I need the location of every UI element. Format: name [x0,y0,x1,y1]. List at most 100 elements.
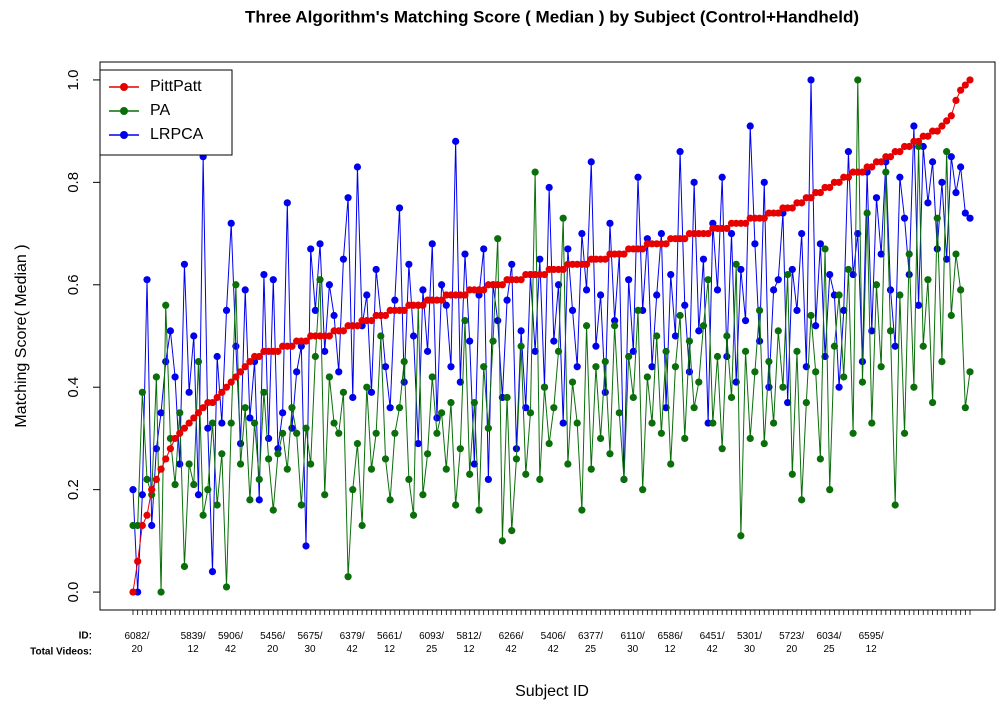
data-point [938,358,946,366]
data-point [400,306,408,314]
data-point [601,255,609,263]
data-point [798,496,806,504]
data-point [704,229,712,238]
data-point [886,286,895,294]
data-point [681,301,689,309]
data-point [349,393,357,402]
data-point [208,419,217,427]
data-point [952,96,960,105]
data-point [283,465,291,473]
legend-marker [120,131,128,139]
data-point [461,250,469,258]
data-point [957,286,965,294]
data-point [662,347,670,355]
data-point [723,352,731,361]
legend-label: PittPatt [150,78,202,95]
data-point [405,475,413,484]
data-point [470,460,478,468]
data-point [222,306,231,314]
data-point [807,194,815,202]
data-point [741,347,750,355]
data-point [423,347,432,355]
data-point [190,480,198,489]
data-point [648,363,656,371]
data-point [512,455,521,463]
data-point [788,204,796,212]
data-point [900,214,909,222]
x-tick-label: 5406/42 [541,631,566,655]
data-point [966,368,974,376]
data-point [564,245,572,253]
data-point [592,342,600,350]
data-point [152,373,160,381]
data-point [947,112,955,120]
data-point [788,265,796,274]
data-point [835,178,843,186]
data-point [620,250,628,258]
data-point [952,188,960,197]
data-point [526,409,535,417]
series-line [133,79,971,593]
data-point [723,224,731,233]
data-point [564,460,572,468]
data-point [704,276,712,284]
data-point [428,240,436,248]
data-point [297,342,305,350]
data-point [143,475,151,484]
data-point [199,404,207,412]
data-point [447,398,455,407]
data-point [288,404,296,412]
x-tick-label: 5906/42 [218,631,243,655]
data-point [713,286,722,294]
data-point [419,301,427,309]
data-point [910,383,918,391]
data-point [265,434,273,443]
plot-frame [99,61,996,611]
data-point [849,429,857,437]
data-point [409,511,418,519]
data-point [816,188,824,197]
data-point [433,429,441,437]
data-point [653,291,661,299]
x-tick-label: 6595/12 [859,631,884,655]
data-point [793,347,801,355]
data-point [316,276,324,284]
data-point [335,368,343,376]
data-point [166,445,175,453]
data-point [255,496,263,504]
data-point [466,470,474,478]
data-point [938,122,946,130]
y-tick-label: 0.4 [65,377,82,398]
data-point [914,301,923,309]
data-point [213,393,221,402]
data-point [208,567,217,576]
data-point [611,317,619,325]
data-point [241,363,249,371]
data-point [961,404,969,412]
data-point [957,163,965,171]
x-tick-label: 6034/25 [817,631,842,655]
data-point [339,255,348,263]
data-point [914,137,923,145]
data-point [933,214,941,222]
data-point [148,486,156,494]
data-point [751,240,759,248]
data-point [316,240,324,248]
data-point [498,537,507,545]
data-point [928,398,937,407]
chart-title: Three Algorithm's Matching Score ( Media… [245,7,859,26]
data-point [190,414,198,422]
x-tick-label: 5661/12 [377,631,402,655]
data-point [517,327,525,335]
data-point [325,332,333,340]
data-point [882,168,890,176]
x-tick-label: 6379/42 [340,631,365,655]
data-point [176,460,184,468]
data-point [924,199,932,207]
data-point [372,265,380,274]
data-point [162,455,170,463]
data-point [185,460,193,468]
data-point [363,383,371,391]
data-point [657,429,665,437]
x-tick-label: 5812/12 [456,631,481,655]
